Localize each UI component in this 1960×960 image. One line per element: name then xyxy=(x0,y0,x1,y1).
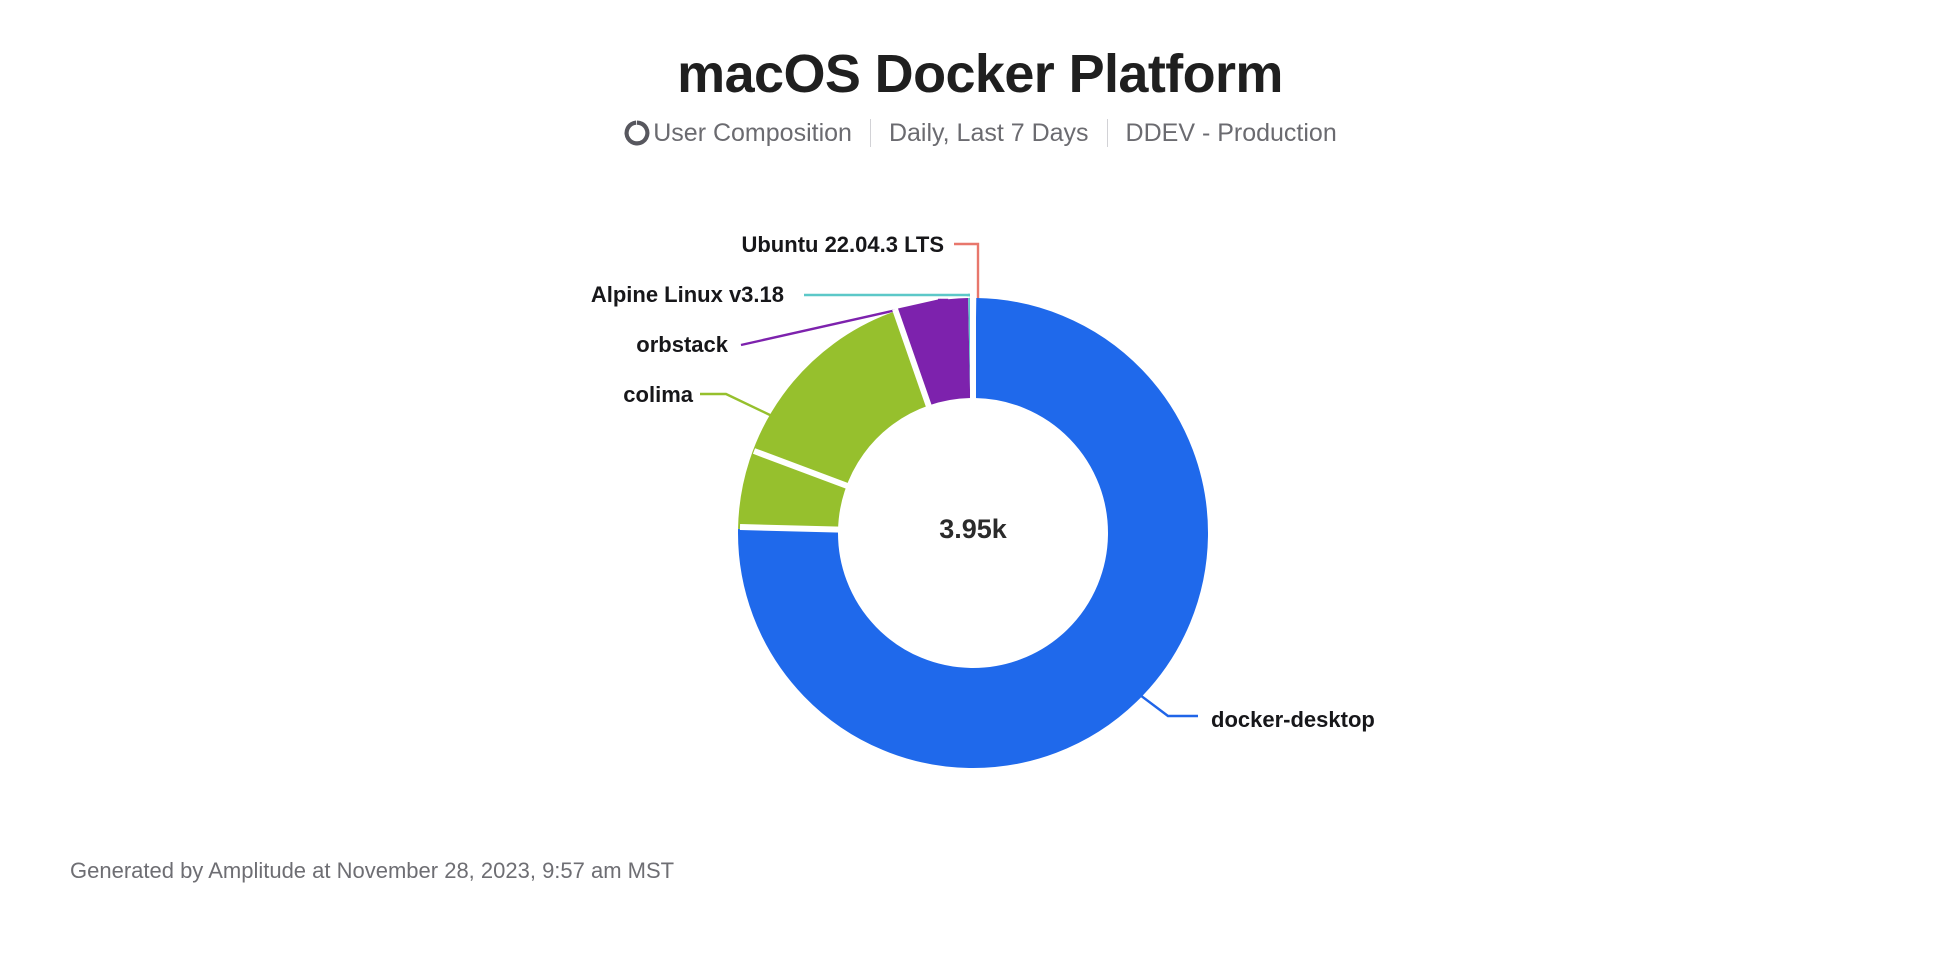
donut-center-total: 3.95k xyxy=(939,514,1007,544)
slice-label-ubuntu[interactable]: Ubuntu 22.04.3 LTS xyxy=(741,232,944,257)
donut-chart-icon xyxy=(623,119,651,147)
donut-hole xyxy=(840,400,1106,666)
chart-header: macOS Docker Platform User Composition D… xyxy=(0,42,1960,150)
page-title: macOS Docker Platform xyxy=(677,44,1283,104)
subtitle-divider-2 xyxy=(1106,119,1108,147)
slice-orbstack[interactable] xyxy=(895,298,972,406)
leader-line-colima xyxy=(700,392,773,418)
subtitle-divider-1 xyxy=(869,119,871,147)
subtitle-project: DDEV - Production xyxy=(1125,119,1337,147)
slice-label-orbstack[interactable]: orbstack xyxy=(636,332,728,357)
chart-subtitle-row: User Composition Daily, Last 7 Days DDEV… xyxy=(0,116,1960,150)
slice-label-colima[interactable]: colima xyxy=(623,382,693,407)
slice-colima[interactable] xyxy=(738,311,930,532)
subtitle-metric: User Composition xyxy=(653,119,852,147)
generated-by-footer: Generated by Amplitude at November 28, 2… xyxy=(70,858,675,883)
slice-docker-desktop[interactable] xyxy=(738,298,1208,768)
leader-line-ubuntu xyxy=(954,242,980,300)
slice-label-docker-desktop[interactable]: docker-desktop xyxy=(1211,707,1375,732)
slice-label-alpine[interactable]: Alpine Linux v3.18 xyxy=(590,282,784,307)
subtitle-interval: Daily, Last 7 Days xyxy=(888,119,1089,147)
